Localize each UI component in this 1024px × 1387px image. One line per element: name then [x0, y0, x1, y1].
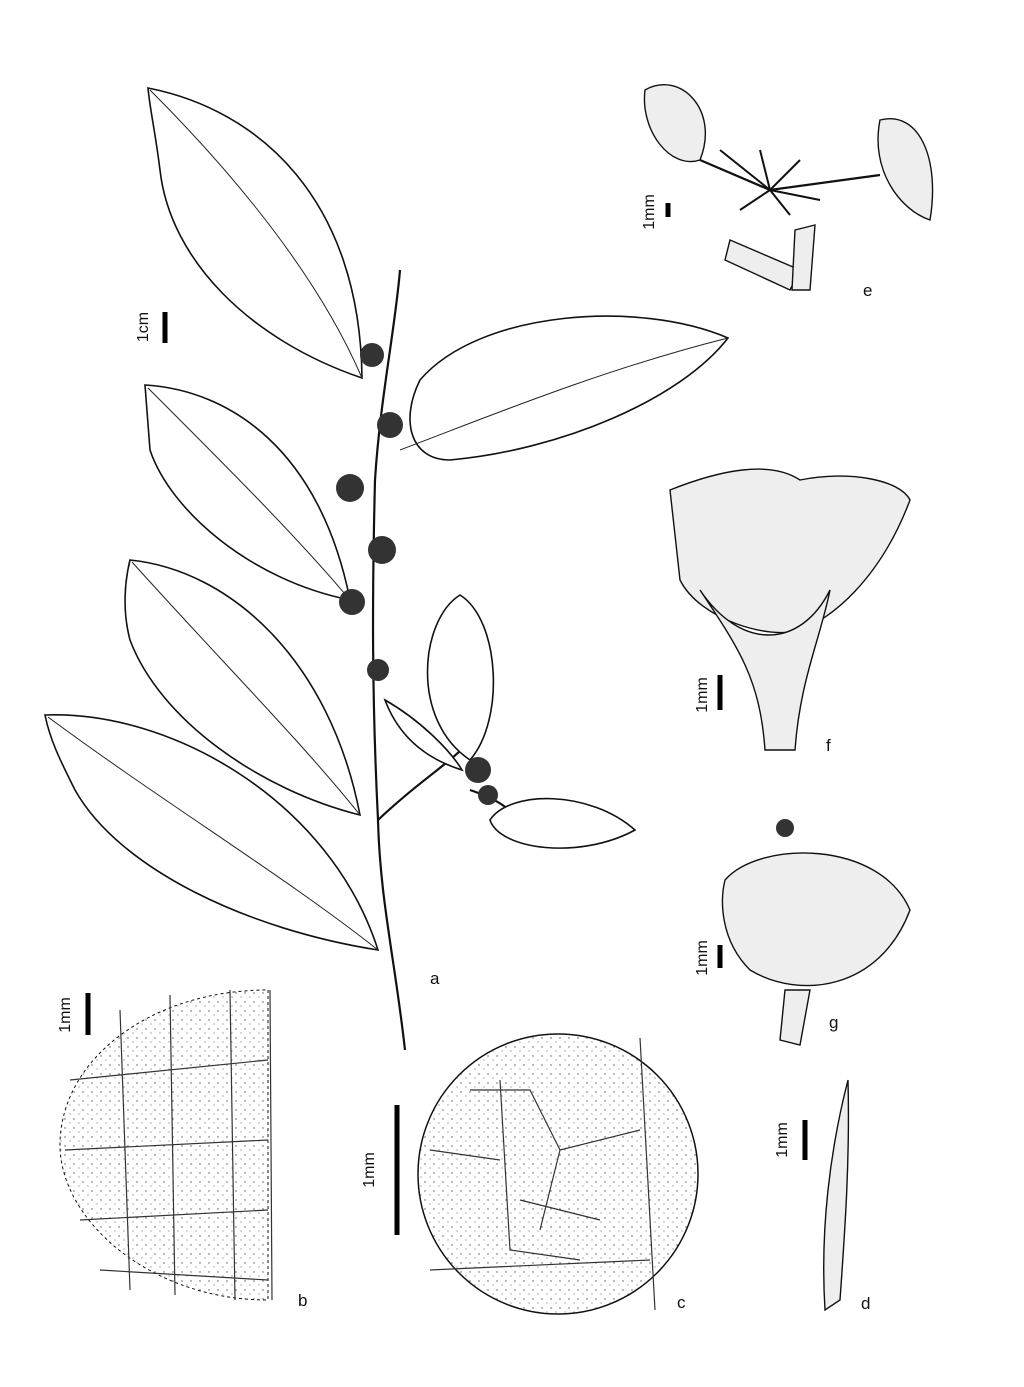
- scale-bars: [85, 203, 808, 1235]
- flower-drawing-f: [669, 468, 911, 751]
- venation-detail-b: [59, 989, 273, 1301]
- panel-label: a: [430, 969, 440, 988]
- inflorescence-drawing: [643, 84, 934, 291]
- panel-label: b: [298, 1291, 307, 1310]
- scale-label: 1mm: [694, 940, 711, 976]
- scale-label: 1mm: [694, 677, 711, 713]
- scale-label: 1mm: [641, 194, 658, 230]
- scale-label: 1mm: [57, 997, 74, 1033]
- scale-label: 1cm: [135, 312, 152, 342]
- venation-detail-c: [417, 1033, 699, 1315]
- panel-label: d: [861, 1294, 870, 1313]
- bract-drawing: [823, 1079, 850, 1312]
- panel-label: g: [829, 1013, 838, 1032]
- flower-drawing-g: [721, 819, 911, 1046]
- panel-label: e: [863, 281, 872, 300]
- scale-label: 1mm: [361, 1152, 378, 1188]
- panel-label: c: [677, 1293, 686, 1312]
- scale-label: 1mm: [774, 1122, 791, 1158]
- branch-drawing: [44, 87, 730, 1051]
- panel-label: f: [826, 736, 831, 755]
